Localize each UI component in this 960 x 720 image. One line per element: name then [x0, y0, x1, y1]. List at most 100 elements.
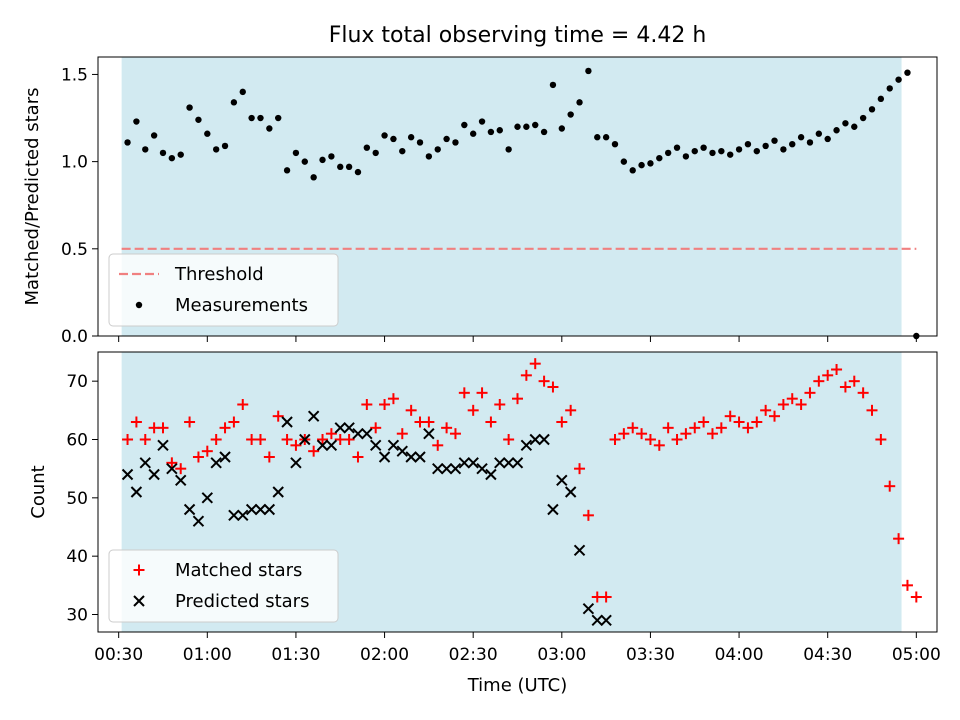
matched-star-point — [210, 434, 222, 445]
bottom-panel: 30 40 50 60 70 00:30 01:00 01:30 02:00 02:30 03:0… — [28, 351, 941, 696]
measurement-point — [310, 174, 317, 181]
legend-box — [108, 549, 339, 623]
x-tick-label: 00:30 — [94, 645, 143, 665]
measurement-point — [177, 151, 184, 158]
matched-star-point — [848, 375, 860, 387]
matched-star-point — [157, 422, 169, 434]
matched-star-point — [893, 533, 905, 545]
y-tick-label: 1.0 — [61, 153, 88, 173]
matched-star-point — [254, 434, 266, 445]
measurement-point — [815, 130, 823, 137]
matched-star-point — [733, 416, 745, 428]
measurement-point — [142, 146, 149, 153]
matched-star-point — [538, 375, 550, 387]
measurement-point — [549, 81, 557, 89]
predicted-star-point — [228, 509, 240, 522]
x-tick-label: 03:30 — [626, 645, 675, 665]
measurement-point — [150, 132, 158, 139]
bottom-y-axis-label: Count — [28, 465, 49, 518]
matched-star-point — [467, 404, 479, 416]
measurement-point — [700, 144, 707, 151]
bottom-legend: Matched stars Predicted stars — [108, 549, 339, 623]
measurement-point — [904, 69, 911, 76]
measurement-point — [842, 120, 849, 127]
predicted-star-point — [281, 416, 293, 428]
matched-star-point — [786, 393, 798, 405]
measurement-point — [727, 151, 734, 158]
matched-star-point — [503, 434, 515, 445]
predicted-star-point — [139, 457, 151, 469]
predicted-star-point — [414, 451, 426, 463]
predicted-star-point — [334, 422, 346, 434]
matched-star-point — [769, 410, 781, 422]
x-tick-label: 03:00 — [537, 645, 586, 665]
predicted-star-point — [361, 427, 373, 440]
measurement-point — [443, 135, 450, 143]
matched-star-point — [352, 451, 364, 463]
y-tick-label: 40 — [66, 547, 88, 567]
predicted-star-point — [325, 439, 338, 452]
predicted-star-point — [237, 509, 249, 522]
predicted-star-point — [423, 427, 435, 440]
y-tick-label: 60 — [66, 431, 88, 451]
matched-star-point — [432, 439, 444, 451]
bottom-marks — [121, 358, 922, 627]
matched-star-point — [317, 434, 329, 445]
matched-star-point — [361, 399, 373, 410]
matched-star-point — [263, 451, 275, 463]
legend-box — [108, 253, 339, 327]
predicted-star-point — [591, 614, 603, 627]
y-tick-label: 0.5 — [61, 240, 88, 260]
measurement-point — [789, 140, 796, 148]
matched-star-point — [831, 364, 843, 375]
matched-star-point — [325, 428, 337, 440]
measurement-point — [416, 139, 424, 146]
top-panel: 0.0 0.5 1.0 1.5 Flux total observing time =… — [22, 23, 938, 347]
measurement-point — [133, 118, 140, 125]
measurement-point — [895, 76, 902, 83]
predicted-star-point — [378, 451, 391, 463]
predicted-star-point — [254, 503, 267, 516]
predicted-star-point — [148, 468, 160, 481]
measurement-point — [877, 95, 885, 103]
matched-star-point — [308, 445, 320, 457]
predicted-star-point — [476, 462, 488, 475]
measurement-point — [833, 127, 840, 134]
chart-title: Flux total observing time = 4.42 h — [329, 23, 707, 48]
predicted-star-point — [175, 474, 187, 487]
measurement-point — [567, 111, 574, 118]
measurement-point — [257, 114, 264, 122]
matched-star-point — [139, 434, 151, 445]
matched-star-point — [884, 480, 896, 492]
predicted-star-point — [387, 439, 400, 452]
measurement-point — [168, 154, 176, 162]
measurement-point — [868, 106, 876, 113]
measurement-point — [186, 104, 193, 111]
measurement-point — [478, 118, 486, 125]
predicted-star-point — [485, 468, 497, 481]
predicted-star-point — [538, 433, 550, 446]
matched-star-point — [671, 434, 683, 445]
measurement-point — [514, 123, 521, 130]
measurement-point — [594, 134, 601, 141]
y-tick-label: 50 — [66, 489, 88, 509]
predicted-star-point — [502, 457, 515, 469]
measurement-point — [407, 134, 415, 141]
legend-label: Predicted stars — [175, 591, 309, 612]
predicted-star-point — [556, 474, 568, 487]
matched-star-point — [680, 428, 692, 440]
matched-star-point — [290, 439, 302, 451]
predicted-star-point — [210, 457, 222, 469]
measurement-point — [275, 114, 282, 122]
matched-star-point — [237, 399, 249, 410]
matched-star-point — [777, 399, 789, 410]
measurement-point — [744, 140, 752, 148]
matched-star-point — [449, 428, 461, 440]
measurement-point — [328, 153, 335, 160]
measurement-point — [647, 160, 654, 167]
measurement-point — [425, 153, 433, 160]
matched-star-point — [609, 434, 621, 445]
predicted-star-point — [440, 462, 453, 475]
matched-star-point — [857, 387, 869, 399]
